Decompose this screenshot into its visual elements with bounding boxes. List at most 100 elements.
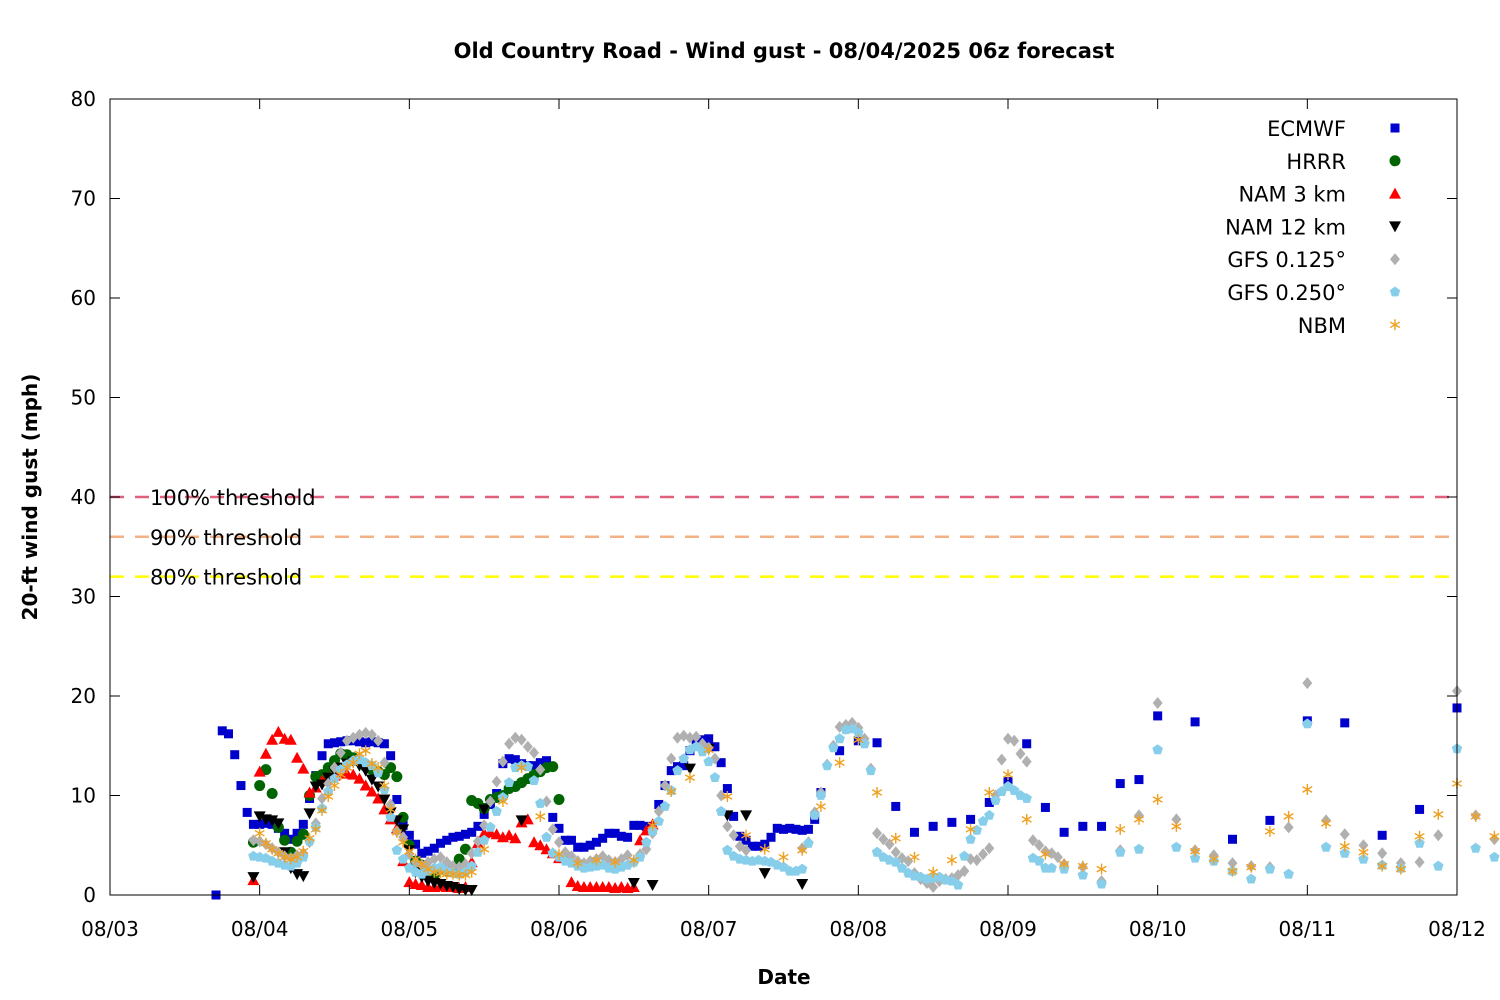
data-point: [815, 800, 827, 812]
data-point: [303, 786, 316, 798]
y-tick-label: 60: [71, 286, 96, 310]
legend-label: HRRR: [1286, 150, 1346, 174]
data-point: [629, 820, 639, 830]
data-point: [411, 839, 421, 849]
data-point: [304, 832, 315, 844]
data-point: [890, 846, 901, 859]
data-point: [1059, 858, 1070, 870]
data-point: [853, 734, 864, 746]
data-point: [466, 866, 477, 878]
data-point: [716, 758, 726, 768]
data-point: [1002, 769, 1014, 781]
data-point: [417, 848, 427, 858]
data-point: [272, 818, 285, 830]
data-point: [659, 800, 671, 811]
threshold-label: 80% threshold: [150, 566, 302, 590]
data-point: [310, 823, 321, 835]
data-point: [1302, 677, 1313, 690]
data-point: [1021, 793, 1032, 803]
data-point: [996, 753, 1007, 766]
data-point: [1152, 696, 1163, 709]
data-point: [435, 867, 446, 879]
data-point: [1189, 852, 1201, 863]
data-point: [266, 733, 279, 745]
data-point: [392, 794, 402, 804]
data-point: [330, 738, 339, 748]
legend-label: NBM: [1298, 314, 1346, 338]
data-point: [759, 843, 770, 855]
y-tick-label: 40: [71, 485, 96, 509]
data-point: [666, 766, 676, 776]
data-point: [1377, 830, 1387, 840]
data-point: [959, 850, 970, 861]
data-point: [504, 754, 514, 764]
data-point: [286, 834, 296, 844]
data-point: [684, 772, 696, 784]
data-point: [821, 760, 833, 771]
data-point: [666, 786, 677, 798]
data-point: [946, 854, 957, 866]
data-point: [691, 741, 702, 752]
data-point: [516, 733, 527, 746]
data-point: [490, 828, 503, 840]
data-point: [634, 851, 646, 862]
data-point: [1264, 825, 1276, 837]
data-point: [553, 848, 565, 860]
data-point: [535, 758, 545, 768]
data-point: [1077, 860, 1088, 872]
data-point: [1171, 841, 1182, 852]
data-point: [809, 809, 820, 820]
data-point: [460, 829, 470, 839]
data-point: [598, 833, 608, 843]
data-point: [635, 820, 645, 830]
y-axis-label: 20-ft wind gust (mph): [18, 374, 42, 621]
data-point: [779, 824, 788, 834]
data-point: [1009, 734, 1020, 747]
data-point: [404, 845, 415, 857]
data-point: [298, 845, 309, 857]
data-point: [385, 762, 397, 774]
x-tick-label: 08/05: [381, 917, 439, 941]
data-point: [966, 814, 976, 824]
data-point: [853, 727, 864, 738]
data-point: [740, 829, 752, 841]
data-point: [254, 827, 265, 839]
data-point: [697, 746, 708, 757]
data-point: [565, 876, 578, 888]
x-tick-label: 08/08: [830, 917, 888, 941]
y-axis: 0 10 20 30 40 50 60 70 80: [71, 87, 1457, 907]
data-point: [554, 836, 564, 849]
data-point: [397, 824, 410, 836]
x-tick-label: 08/09: [979, 917, 1037, 941]
data-point: [1358, 846, 1369, 858]
data-point: [1283, 821, 1294, 834]
data-point: [391, 826, 402, 838]
data-point: [534, 839, 547, 851]
data-point: [747, 841, 757, 851]
data-point: [1015, 747, 1026, 760]
data-point: [884, 838, 895, 851]
data-point: [1190, 717, 1200, 727]
data-point: [1283, 810, 1294, 822]
legend-label: NAM 3 km: [1238, 183, 1346, 207]
data-point: [1265, 815, 1275, 825]
data-point: [703, 744, 714, 756]
data-point: [965, 833, 976, 844]
data-point: [722, 820, 733, 833]
data-points: [211, 677, 1500, 900]
data-point: [1052, 851, 1063, 864]
data-point: [722, 784, 732, 794]
data-point: [1171, 820, 1182, 832]
data-point: [610, 828, 620, 838]
data-point: [329, 773, 340, 783]
data-point: [317, 751, 327, 761]
data-point: [683, 763, 696, 775]
data-point: [1227, 857, 1238, 870]
data-point: [491, 805, 502, 816]
data-point: [1414, 856, 1425, 869]
data-point: [1077, 869, 1089, 880]
y-tick-label: 80: [71, 87, 96, 111]
y-tick-label: 0: [83, 883, 96, 907]
data-point: [503, 777, 515, 787]
data-point: [560, 835, 570, 845]
